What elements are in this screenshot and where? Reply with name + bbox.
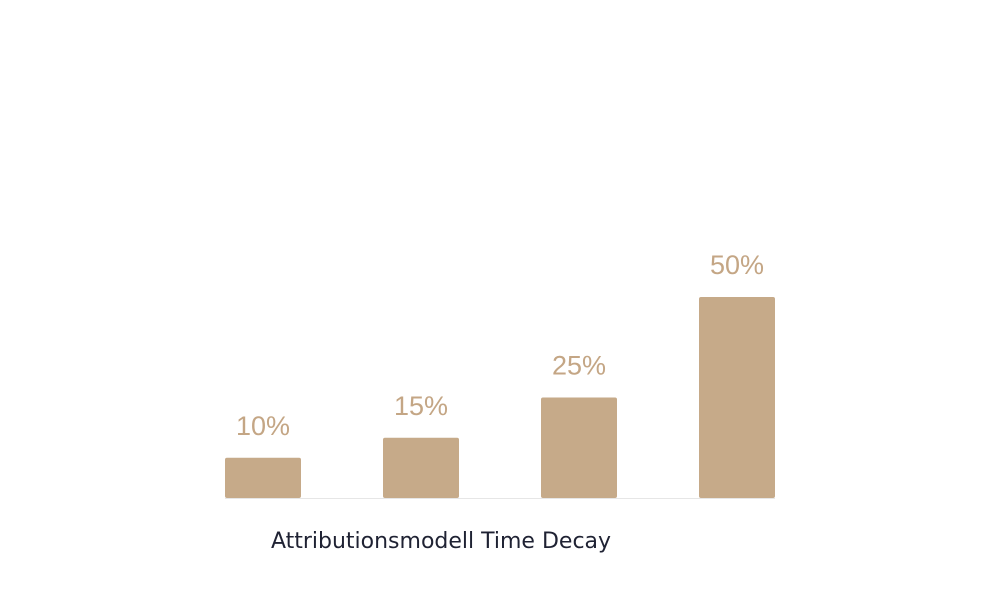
- bar: [541, 397, 617, 498]
- value-label: 25%: [552, 351, 606, 381]
- bar: [383, 437, 459, 498]
- chart-title: Attributionsmodell Time Decay: [271, 529, 611, 554]
- value-label: 15%: [394, 391, 448, 421]
- bar: [699, 297, 775, 498]
- value-label: 50%: [710, 250, 764, 280]
- bar: [225, 457, 301, 498]
- value-label: 10%: [236, 411, 290, 441]
